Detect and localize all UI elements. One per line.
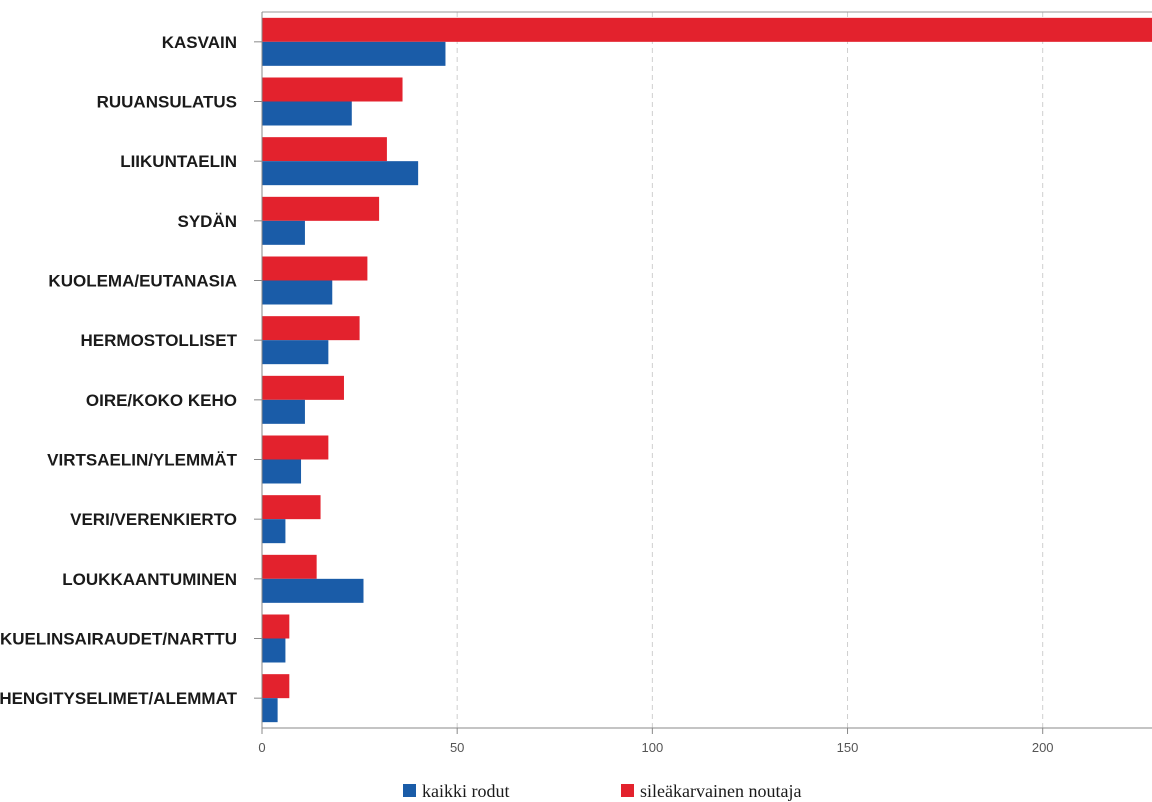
- bar-series-2: [262, 256, 368, 281]
- x-tick-label: 150: [837, 740, 859, 755]
- bar-series-2: [262, 375, 344, 400]
- bar-series-2: [262, 614, 290, 639]
- bar-series-2: [262, 196, 380, 221]
- category-label: VERI/VERENKIERTO: [70, 510, 237, 529]
- grid-lines: [456, 12, 1044, 728]
- bar-series-2: [262, 77, 403, 102]
- bar-series-2: [262, 435, 329, 460]
- category-label: SYDÄN: [177, 212, 237, 231]
- bar-series-1: [262, 340, 329, 365]
- category-label: LOUKKAANTUMINEN: [62, 570, 237, 589]
- axes: [254, 11, 1152, 734]
- bar-series-2: [262, 137, 387, 162]
- category-label: RUUANSULATUS: [97, 93, 237, 112]
- bar-series-1: [262, 101, 352, 126]
- bar-series-1: [262, 280, 333, 305]
- x-tick-label: 100: [641, 740, 663, 755]
- category-label: HERMOSTOLLISET: [81, 331, 238, 350]
- bar-series-1: [262, 220, 305, 245]
- category-label: KUOLEMA/EUTANASIA: [48, 272, 237, 291]
- bar-series-1: [262, 698, 278, 723]
- bar-series-1: [262, 459, 302, 484]
- bars: [262, 17, 1152, 723]
- bar-series-1: [262, 161, 419, 186]
- x-tick-label: 200: [1032, 740, 1054, 755]
- category-label: LIIKUNTAELIN: [120, 152, 237, 171]
- legend: kaikki rodut sileäkarvainen noutaja: [403, 781, 801, 801]
- legend-swatch: [403, 784, 416, 797]
- bar-series-2: [262, 554, 317, 579]
- legend-label: sileäkarvainen noutaja: [640, 781, 801, 801]
- category-labels: KASVAIN RUUANSULATUS LIIKUNTAELIN SYDÄN KUOL…: [0, 33, 238, 708]
- category-label: KASVAIN: [162, 33, 237, 52]
- category-label: VIRTSAELIN/YLEMMÄT: [47, 451, 237, 470]
- category-label: OIRE/KOKO KEHO: [86, 391, 237, 410]
- bar-series-2: [262, 17, 1152, 42]
- legend-swatch: [621, 784, 634, 797]
- bar-series-1: [262, 638, 286, 663]
- bar-series-2: [262, 495, 321, 520]
- bar-series-2: [262, 316, 360, 341]
- bar-series-1: [262, 41, 446, 66]
- bar-series-1: [262, 578, 364, 603]
- x-tick-label: 50: [450, 740, 464, 755]
- bar-series-2: [262, 674, 290, 699]
- x-tick-labels: 0 50 100 150 200: [258, 740, 1053, 755]
- legend-label: kaikki rodut: [422, 781, 510, 801]
- x-tick-label: 0: [258, 740, 265, 755]
- bar-series-1: [262, 519, 286, 544]
- category-label: HENGITYSELIMET/ALEMMAT: [0, 689, 238, 708]
- bar-series-1: [262, 399, 305, 424]
- category-label: SUKUELINSAIRAUDET/NARTTU: [0, 630, 237, 649]
